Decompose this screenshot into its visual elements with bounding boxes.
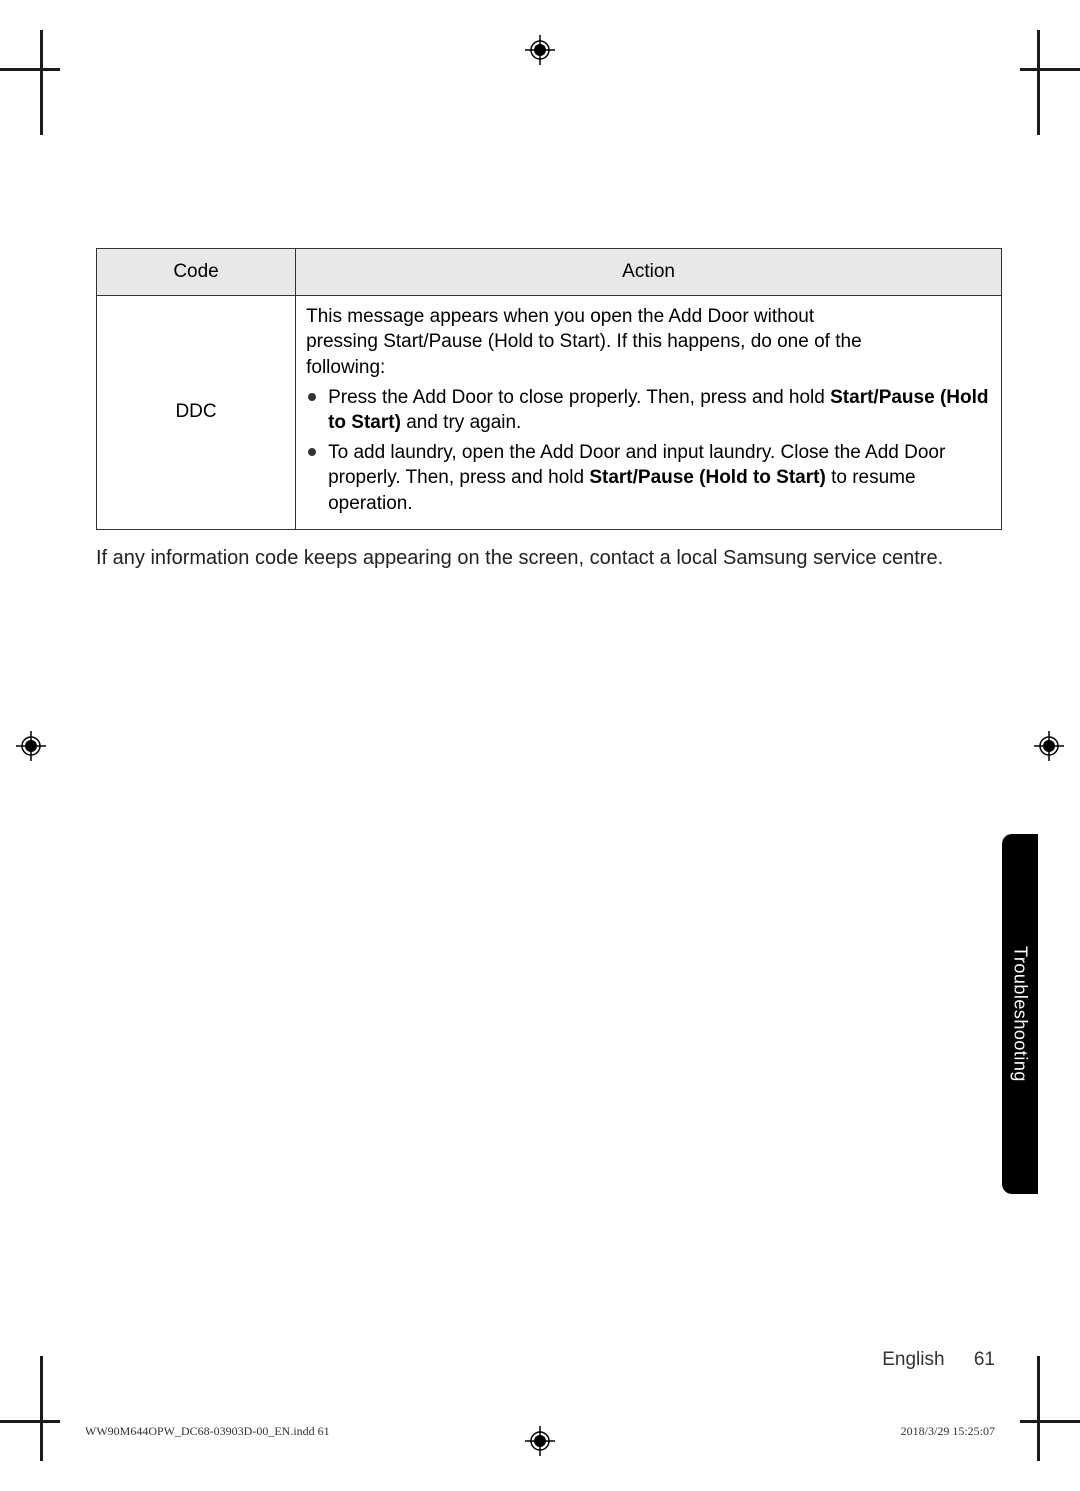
section-tab: Troubleshooting	[1002, 834, 1038, 1194]
table-header-row: Code Action	[97, 249, 1002, 296]
registration-mark-icon	[525, 1426, 555, 1456]
page-content: Code Action DDC This message appears whe…	[96, 248, 1002, 572]
header-code: Code	[97, 249, 296, 296]
header-action: Action	[296, 249, 1002, 296]
bullet-text: and try again.	[401, 412, 521, 433]
crop-mark	[40, 1356, 43, 1461]
list-item: Press the Add Door to close properly. Th…	[328, 385, 991, 436]
cell-action: This message appears when you open the A…	[296, 295, 1002, 529]
footer-page-number: 61	[974, 1349, 995, 1370]
crop-mark	[0, 1420, 60, 1423]
crop-mark	[1020, 1420, 1080, 1423]
table-row: DDC This message appears when you open t…	[97, 295, 1002, 529]
registration-mark-icon	[1034, 731, 1064, 761]
action-bullets: Press the Add Door to close properly. Th…	[306, 385, 991, 517]
crop-mark	[1037, 1356, 1040, 1461]
bullet-text: Press the Add Door to close properly. Th…	[328, 387, 830, 408]
action-intro-1: This message appears when you open the A…	[306, 306, 814, 327]
action-intro-2: pressing Start/Pause (Hold to Start). If…	[306, 331, 862, 352]
page-footer: English 61	[882, 1349, 995, 1371]
crop-mark	[0, 68, 60, 71]
crop-mark	[40, 30, 43, 135]
crop-mark	[1020, 68, 1080, 71]
section-label: Troubleshooting	[1010, 946, 1031, 1082]
error-code-table: Code Action DDC This message appears whe…	[96, 248, 1002, 530]
action-intro-3: following:	[306, 357, 385, 378]
body-paragraph: If any information code keeps appearing …	[96, 544, 1002, 572]
registration-mark-icon	[16, 731, 46, 761]
bullet-bold: Start/Pause (Hold to Start)	[589, 467, 825, 488]
list-item: To add laundry, open the Add Door and in…	[328, 440, 991, 517]
imprint-date: 2018/3/29 15:25:07	[901, 1424, 995, 1439]
crop-mark	[1037, 30, 1040, 135]
cell-code: DDC	[97, 295, 296, 529]
footer-language: English	[882, 1349, 944, 1370]
imprint-file: WW90M644OPW_DC68-03903D-00_EN.indd 61	[85, 1424, 330, 1439]
registration-mark-icon	[525, 35, 555, 65]
